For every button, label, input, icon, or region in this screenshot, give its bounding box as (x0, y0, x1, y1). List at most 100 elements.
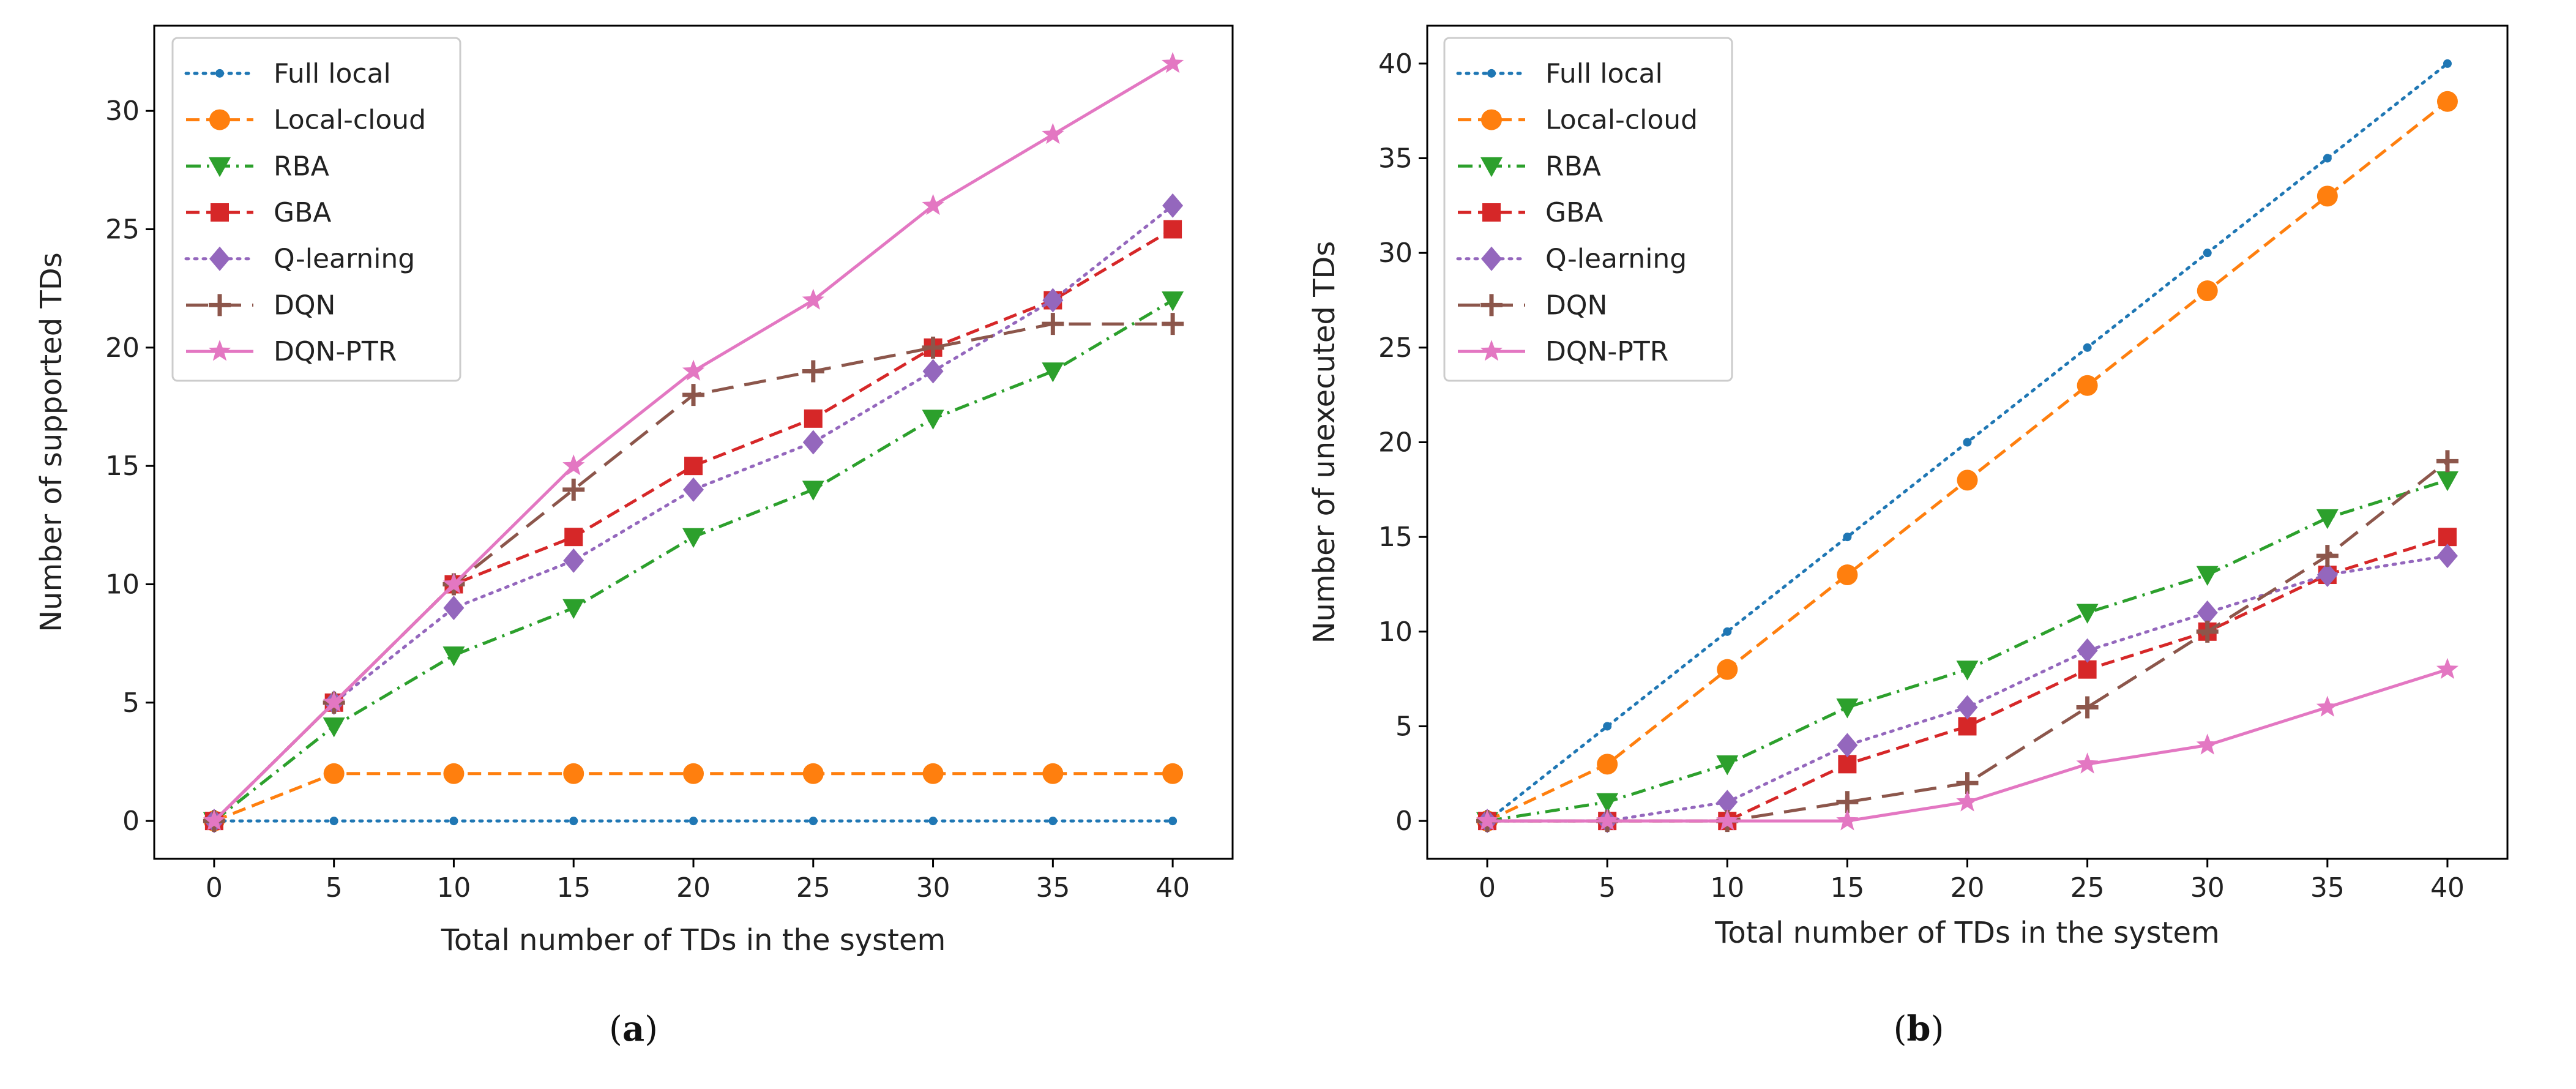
data-point (802, 481, 824, 501)
legend-marker (209, 157, 231, 178)
data-point (802, 288, 824, 310)
data-point (682, 359, 705, 381)
data-point (1717, 790, 1738, 815)
data-point (922, 359, 944, 384)
data-point (443, 596, 465, 621)
data-point (1596, 793, 1619, 814)
y-tick-label: 0 (1395, 806, 1413, 837)
caption-a: (a) (609, 1009, 658, 1049)
y-tick-label: 0 (122, 806, 140, 837)
y-axis-label: Number of supported TDs (34, 252, 69, 632)
legend-marker (211, 203, 229, 222)
x-axis-label: Total number of TDs in the system (441, 923, 946, 957)
data-point (449, 817, 458, 826)
data-point (2443, 59, 2452, 68)
data-point (928, 817, 938, 826)
legend-label: Q-learning (1545, 244, 1687, 275)
legend: Full local Local-cloud RBA GBA Q-learning DQN… (1443, 37, 1733, 382)
x-tick-label: 0 (1479, 872, 1496, 904)
data-point (922, 336, 944, 359)
data-point (2196, 733, 2219, 755)
data-point (1958, 717, 1977, 736)
y-tick-label: 15 (1378, 522, 1413, 553)
data-point (804, 409, 823, 428)
legend-marker (1480, 340, 1503, 361)
chart-a: 0 5 10 15 20 25 30 35 40 0 5 10 15 20 25 30 Total number… (34, 24, 1234, 957)
data-point (2076, 696, 2099, 719)
data-point (1836, 809, 1859, 831)
legend-label: Full local (1545, 58, 1663, 89)
data-point (689, 817, 698, 826)
data-point (1603, 722, 1612, 731)
x-axis-label: Total number of TDs in the system (1714, 916, 2220, 950)
legend-box (1443, 37, 1733, 382)
x-tick-label: 0 (206, 872, 223, 904)
data-point (1837, 564, 1858, 586)
data-point (682, 528, 704, 548)
y-axis-label: Number of unexecuted TDs (1307, 241, 1342, 644)
data-point (1042, 763, 1064, 784)
y-tick-label: 35 (1378, 143, 1413, 174)
data-point (1957, 695, 1978, 720)
data-point (323, 717, 345, 738)
series-q-learning (1477, 544, 2458, 834)
data-point (1836, 698, 1859, 719)
data-point (2316, 545, 2339, 567)
data-point (684, 457, 703, 476)
legend-marker (1480, 157, 1503, 178)
data-point (2076, 752, 2099, 774)
data-point (2196, 566, 2219, 586)
chart-b: 0 5 10 15 20 25 30 35 40 0 5 10 15 20 25 30 35 40 Total nu… (1307, 24, 2509, 950)
legend-marker (208, 340, 231, 361)
data-point (1723, 627, 1732, 636)
data-point (2323, 154, 2332, 163)
data-point (1956, 661, 1979, 681)
data-point (1476, 809, 1499, 831)
legend-marker (1487, 69, 1496, 78)
data-point (1048, 817, 1058, 826)
series-dqn-ptr (1476, 657, 2458, 831)
data-point (2203, 249, 2212, 258)
legend-marker (1482, 203, 1501, 222)
data-point (442, 646, 465, 667)
data-point (1042, 288, 1064, 313)
series-q-learning (203, 193, 1184, 834)
y-tick-label: 30 (1378, 238, 1413, 269)
legend-marker (209, 246, 230, 271)
data-point (562, 599, 585, 619)
legend-label: Local-cloud (274, 105, 426, 136)
data-point (1042, 362, 1064, 383)
legend-label: DQN-PTR (274, 336, 397, 367)
x-tick-label: 35 (2310, 872, 2345, 904)
data-point (2436, 471, 2458, 492)
x-tick-label: 10 (1710, 872, 1744, 904)
data-point (562, 478, 585, 501)
y-tick-label: 40 (1378, 48, 1413, 80)
legend-label: Local-cloud (1545, 105, 1698, 136)
data-point (683, 763, 704, 784)
data-point (2197, 600, 2218, 625)
legend-marker (215, 69, 224, 78)
data-point (323, 763, 345, 784)
data-point (2316, 509, 2339, 530)
data-point (2436, 450, 2458, 473)
x-tick-label: 40 (2430, 872, 2465, 904)
data-point (922, 193, 944, 215)
series-full-local (1483, 59, 2452, 826)
legend-label: DQN (274, 290, 335, 321)
data-point (922, 763, 944, 784)
legend-label: GBA (1545, 197, 1603, 228)
series-rba (203, 291, 1184, 833)
caption-b: (b) (1894, 1009, 1944, 1049)
data-point (562, 454, 585, 476)
series-full-local (209, 817, 1178, 826)
data-point (1596, 809, 1619, 831)
data-point (1838, 755, 1857, 774)
x-tick-label: 10 (436, 872, 471, 904)
data-point (2076, 604, 2099, 624)
y-tick-label: 25 (1378, 332, 1413, 364)
legend-marker (1481, 246, 1502, 271)
data-point (2436, 544, 2458, 569)
y-tick-label: 20 (1378, 427, 1413, 458)
